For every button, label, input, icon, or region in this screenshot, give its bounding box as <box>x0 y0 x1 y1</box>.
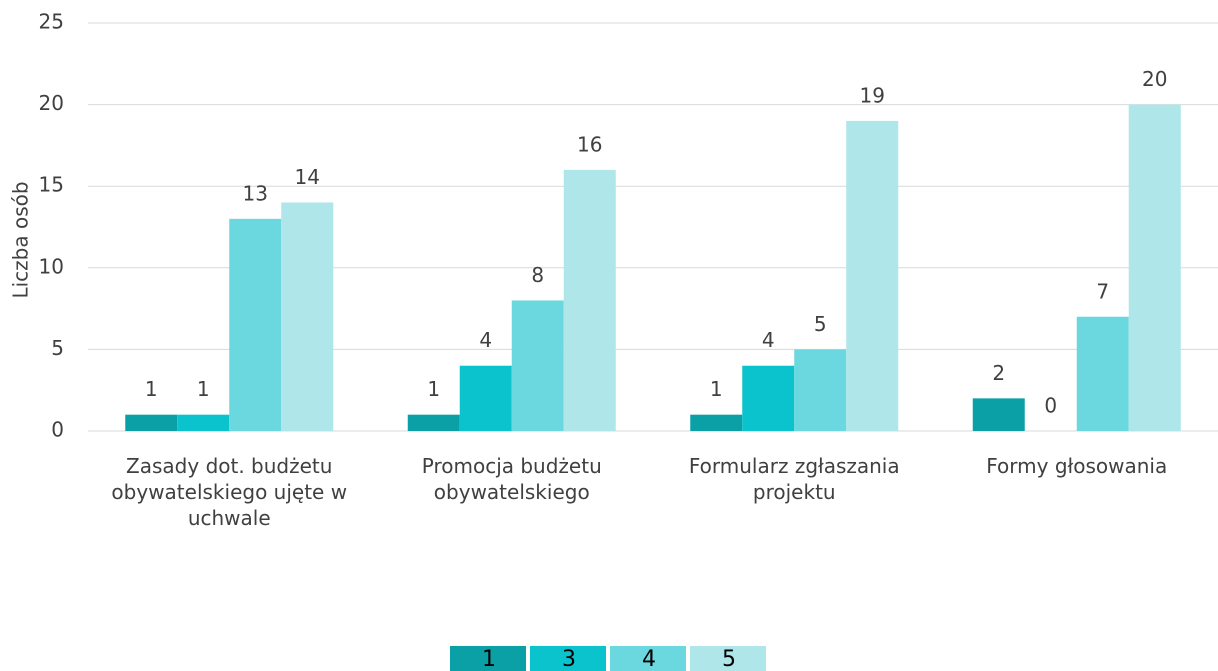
y-tick-label: 25 <box>39 10 64 34</box>
data-label: 14 <box>295 165 320 189</box>
data-label: 1 <box>427 377 440 401</box>
x-tick-label: Zasady dot. budżetu obywatelskiego ujęte… <box>111 454 348 530</box>
bar <box>690 414 743 431</box>
data-label: 0 <box>1044 394 1057 418</box>
x-tick-label: Formy głosowania <box>986 454 1168 478</box>
bar <box>1076 316 1129 431</box>
bar <box>742 365 795 431</box>
legend-label: 4 <box>642 647 656 671</box>
data-label: 5 <box>814 312 827 336</box>
y-tick-label: 15 <box>39 173 64 197</box>
data-label: 7 <box>1096 279 1109 303</box>
data-label: 19 <box>860 83 885 107</box>
bar <box>229 218 282 431</box>
x-tick-label: Promocja budżetu obywatelskiego <box>421 454 602 504</box>
bar <box>511 300 564 431</box>
legend-label: 3 <box>562 647 576 671</box>
legend-swatch <box>690 646 766 671</box>
data-label: 1 <box>145 377 158 401</box>
bar <box>281 202 334 431</box>
data-label: 8 <box>531 263 544 287</box>
legend-swatch <box>610 646 686 671</box>
bar <box>972 398 1025 431</box>
data-label: 20 <box>1142 67 1167 91</box>
legend-label: 1 <box>482 647 496 671</box>
bar <box>125 414 178 431</box>
legend-swatch <box>450 646 526 671</box>
legend-label: 5 <box>722 647 736 671</box>
y-axis-label: Liczba osób <box>9 181 33 298</box>
data-label: 13 <box>243 181 268 205</box>
bar <box>846 120 899 432</box>
bar <box>459 365 512 431</box>
data-label: 16 <box>577 132 602 156</box>
bar <box>177 414 230 431</box>
bar <box>407 414 460 431</box>
data-label: 4 <box>479 328 492 352</box>
x-tick-label: Formularz zgłaszania projektu <box>688 454 900 504</box>
bar <box>563 169 616 431</box>
y-tick-label: 10 <box>39 254 64 278</box>
y-tick-label: 5 <box>51 336 64 360</box>
data-label: 1 <box>710 377 723 401</box>
bar <box>1128 104 1181 431</box>
bar <box>794 349 847 431</box>
data-label: 2 <box>992 361 1005 385</box>
y-tick-label: 0 <box>51 418 64 442</box>
y-tick-label: 20 <box>39 91 64 115</box>
legend-swatch <box>530 646 606 671</box>
data-label: 4 <box>762 328 775 352</box>
data-label: 1 <box>197 377 210 401</box>
